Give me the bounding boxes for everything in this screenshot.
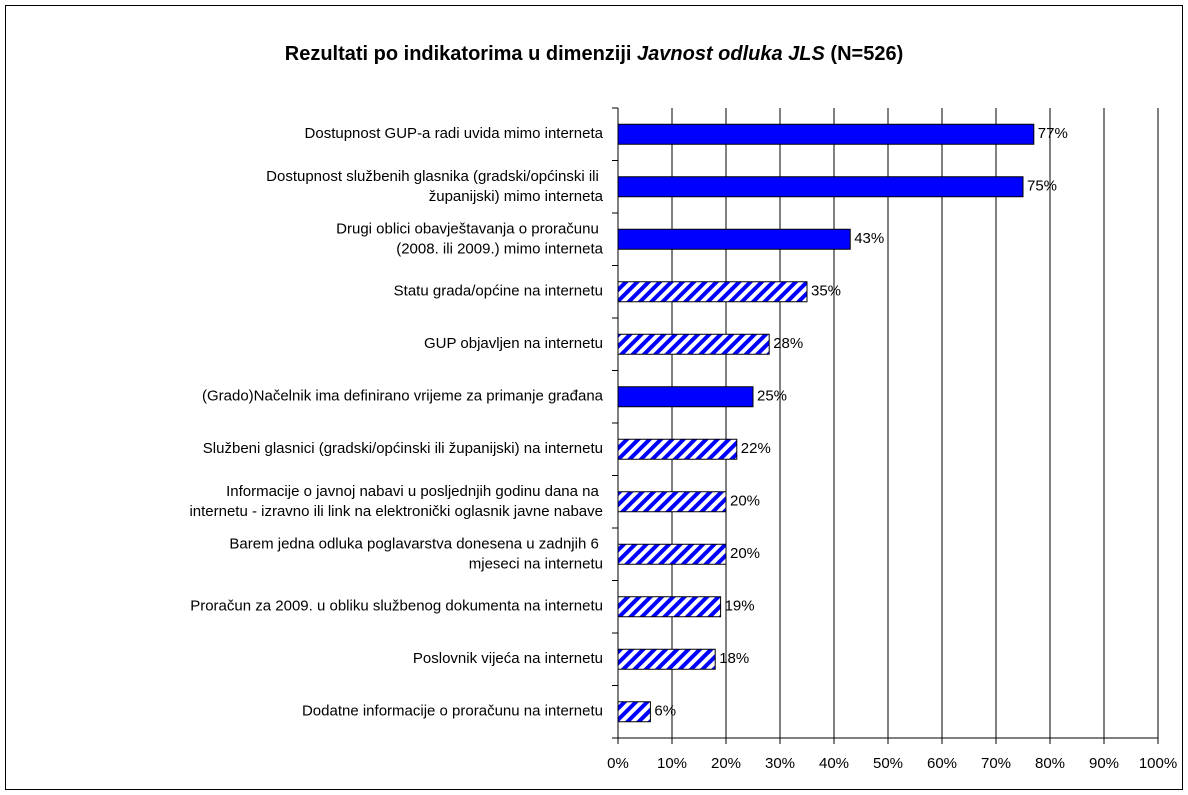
data-label: 20% xyxy=(730,545,760,562)
y-tick-label: Poslovnik vijeća na internetu xyxy=(413,650,603,667)
bar xyxy=(617,596,722,618)
data-label: 18% xyxy=(719,650,749,667)
x-tick-label: 40% xyxy=(819,755,849,772)
y-tick-label: Dodatne informacije o proračunu na inter… xyxy=(302,703,603,720)
data-label: 25% xyxy=(757,388,787,405)
x-tick-label: 70% xyxy=(981,755,1011,772)
y-tick-label: Službeni glasnici (gradski/općinski ili … xyxy=(203,440,603,457)
bar xyxy=(617,386,754,408)
y-tick-label: GUP objavljen na internetu xyxy=(424,335,603,352)
x-tick-label: 30% xyxy=(765,755,795,772)
x-tick-label: 10% xyxy=(657,755,687,772)
bar xyxy=(617,281,808,303)
x-tick-label: 20% xyxy=(711,755,741,772)
data-label: 35% xyxy=(811,283,841,300)
bar xyxy=(617,438,738,460)
y-tick-label: (Grado)Načelnik ima definirano vrijeme z… xyxy=(202,388,604,405)
data-label: 43% xyxy=(854,230,884,247)
x-tick-label: 0% xyxy=(607,755,629,772)
x-tick-label: 50% xyxy=(873,755,903,772)
bar xyxy=(617,648,716,670)
bar xyxy=(617,701,651,723)
data-label: 6% xyxy=(654,703,676,720)
bar xyxy=(617,228,851,250)
y-tick-label: Statu grada/općine na internetu xyxy=(394,283,603,300)
bar xyxy=(617,543,727,565)
bar xyxy=(617,176,1024,198)
data-label: 22% xyxy=(741,440,771,457)
y-tick-label: Informacije o javnoj nabavi u posljednji… xyxy=(189,483,603,520)
y-tick-label: Dostupnost GUP-a radi uvida mimo interne… xyxy=(305,125,604,142)
bar xyxy=(617,333,770,355)
bar xyxy=(617,123,1035,145)
chart-title: Rezultati po indikatorima u dimenziji Ja… xyxy=(285,43,903,65)
bar xyxy=(617,491,727,513)
y-tick-label: Proračun za 2009. u obliku službenog dok… xyxy=(190,598,603,615)
y-tick-label: Dostupnost službenih glasnika (gradski/o… xyxy=(266,168,603,205)
data-label: 77% xyxy=(1038,125,1068,142)
title-suffix: (N=526) xyxy=(830,43,903,65)
data-label: 75% xyxy=(1027,178,1057,195)
y-tick-label: Drugi oblici obavještavanja o proračunu … xyxy=(336,220,603,257)
x-tick-label: 100% xyxy=(1139,755,1177,772)
data-label: 20% xyxy=(730,493,760,510)
x-tick-label: 80% xyxy=(1035,755,1065,772)
x-tick-label: 60% xyxy=(927,755,957,772)
x-tick-label: 90% xyxy=(1089,755,1119,772)
title-main: Rezultati po indikatorima u dimenziji xyxy=(285,43,632,65)
y-tick-label: Barem jedna odluka poglavarstva donesena… xyxy=(229,535,603,572)
data-label: 19% xyxy=(725,598,755,615)
data-label: 28% xyxy=(773,335,803,352)
title-italic: Javnost odluka JLS xyxy=(637,43,825,65)
